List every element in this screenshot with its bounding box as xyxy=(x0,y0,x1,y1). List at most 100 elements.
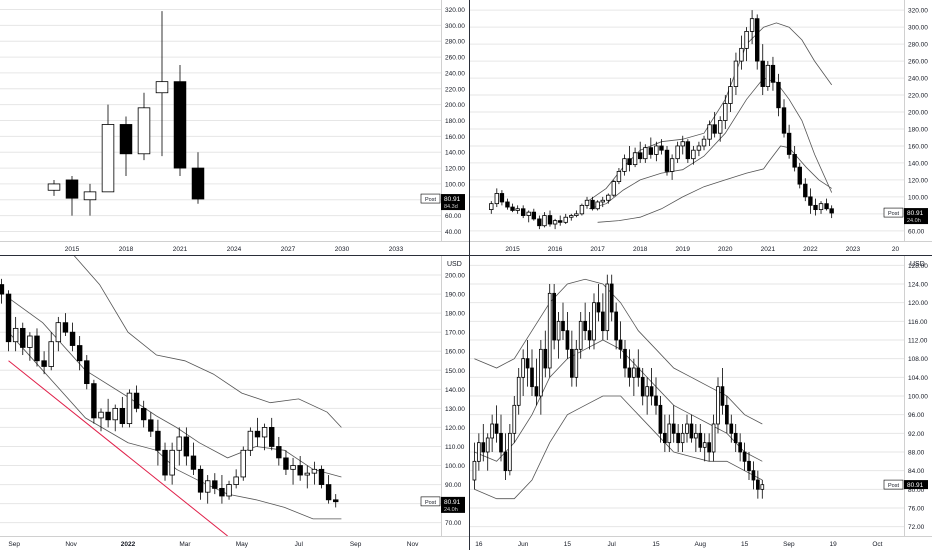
price-tag-value: 80.91 xyxy=(444,499,461,506)
candle-body xyxy=(813,204,818,211)
candle-body xyxy=(781,107,787,134)
candlestick-chart: 60.0080.00100.00120.00140.00160.00180.00… xyxy=(470,0,932,253)
candle xyxy=(680,135,685,155)
candle xyxy=(691,145,696,165)
grid xyxy=(470,9,904,232)
price-axis-label: 140.00 xyxy=(445,387,465,394)
candle-body xyxy=(627,158,632,166)
candle xyxy=(558,215,563,226)
candle xyxy=(233,469,239,489)
candle xyxy=(698,424,703,452)
candle xyxy=(618,321,623,359)
chart-pane-bottom-left[interactable]: USD 70.0080.0090.00100.00110.00120.00130… xyxy=(0,256,469,550)
candle-body xyxy=(140,407,147,421)
price-axis-label: 108.00 xyxy=(908,356,928,363)
candle xyxy=(481,424,486,462)
candle-body xyxy=(226,484,232,497)
candle xyxy=(627,349,632,387)
plot-area xyxy=(472,274,765,500)
candle xyxy=(595,200,600,211)
candle-body xyxy=(765,64,771,87)
candle xyxy=(155,11,169,157)
candle-body xyxy=(481,442,486,453)
candle-body xyxy=(792,154,797,168)
candle-body xyxy=(729,423,734,434)
price-axis-label: 200.00 xyxy=(445,273,465,280)
time-axis-label: 2023 xyxy=(846,246,861,253)
price-axis-label: 180.00 xyxy=(445,118,465,125)
candle-body xyxy=(83,191,97,201)
pane-divider-vertical[interactable] xyxy=(469,0,470,550)
candle-body xyxy=(698,432,703,448)
candle-body xyxy=(20,327,26,348)
price-axis-label: 200.00 xyxy=(445,102,465,109)
candle xyxy=(311,461,318,485)
time-axis-label: 15 xyxy=(564,541,572,548)
candle xyxy=(543,330,548,378)
candle xyxy=(676,424,680,452)
candle xyxy=(675,141,680,163)
time-axis-label: 2016 xyxy=(548,246,563,253)
candle xyxy=(297,456,303,481)
candle-body xyxy=(233,476,239,485)
price-axis-label: 100.00 xyxy=(908,394,928,401)
candle xyxy=(667,414,672,452)
candle-body xyxy=(318,468,325,485)
chart-pane-bottom-right[interactable]: USD 72.00 76.00 80.00 84.00 88.00 92.00 96.00 1… xyxy=(470,256,932,550)
candle-body xyxy=(526,211,531,216)
chart-pane-top-left[interactable]: 40.0060.0080.00100.00120.00140.00160.001… xyxy=(0,0,469,255)
price-axis-label: 120.00 xyxy=(445,166,465,173)
time-axis-label: 2015 xyxy=(65,246,80,253)
candle-body xyxy=(755,18,760,62)
candle-body xyxy=(490,423,494,439)
candle-body xyxy=(505,201,510,208)
candle xyxy=(333,494,339,508)
candle-body xyxy=(691,149,696,160)
candle-body xyxy=(742,451,747,462)
candle xyxy=(520,205,526,219)
candle xyxy=(563,213,568,225)
time-axis-label: 19 xyxy=(830,541,838,548)
candle xyxy=(728,78,733,113)
candle xyxy=(770,56,776,91)
candle-body xyxy=(155,81,169,94)
candle xyxy=(219,475,225,504)
candle xyxy=(34,328,40,367)
candle xyxy=(616,168,622,185)
candle-body xyxy=(574,348,579,378)
time-axis-label: 2015 xyxy=(505,246,520,253)
candle xyxy=(133,385,140,413)
candle xyxy=(510,203,515,213)
candle-body xyxy=(744,30,749,49)
candle-body xyxy=(803,183,808,198)
time-axis-label: Nov xyxy=(65,541,77,548)
candle xyxy=(240,446,246,481)
candle xyxy=(792,145,797,172)
candle xyxy=(632,147,638,168)
candle-body xyxy=(654,395,658,406)
candle xyxy=(212,473,218,495)
price-tag-countdown: 24.0h xyxy=(444,507,458,513)
candle-body xyxy=(707,442,711,453)
candle xyxy=(76,336,83,371)
candle xyxy=(818,201,824,214)
candle xyxy=(803,178,808,202)
price-axis-label: 120.00 xyxy=(908,177,928,184)
candle xyxy=(712,112,717,138)
price-axis-label: 160.00 xyxy=(445,349,465,356)
price-axis-label: 170.00 xyxy=(445,330,465,337)
candle xyxy=(813,198,818,216)
candle-body xyxy=(797,166,802,185)
candle-body xyxy=(119,124,133,155)
candle xyxy=(797,162,802,189)
pane-divider-horizontal[interactable] xyxy=(0,255,932,256)
candle xyxy=(701,135,707,151)
price-tag-box xyxy=(904,208,928,225)
candle xyxy=(534,358,539,406)
candle-body xyxy=(515,208,520,211)
candle-body xyxy=(669,158,675,172)
candle xyxy=(101,104,115,193)
candle-body xyxy=(717,120,723,134)
chart-pane-top-right[interactable]: 60.0080.00100.00120.00140.00160.00180.00… xyxy=(470,0,932,255)
